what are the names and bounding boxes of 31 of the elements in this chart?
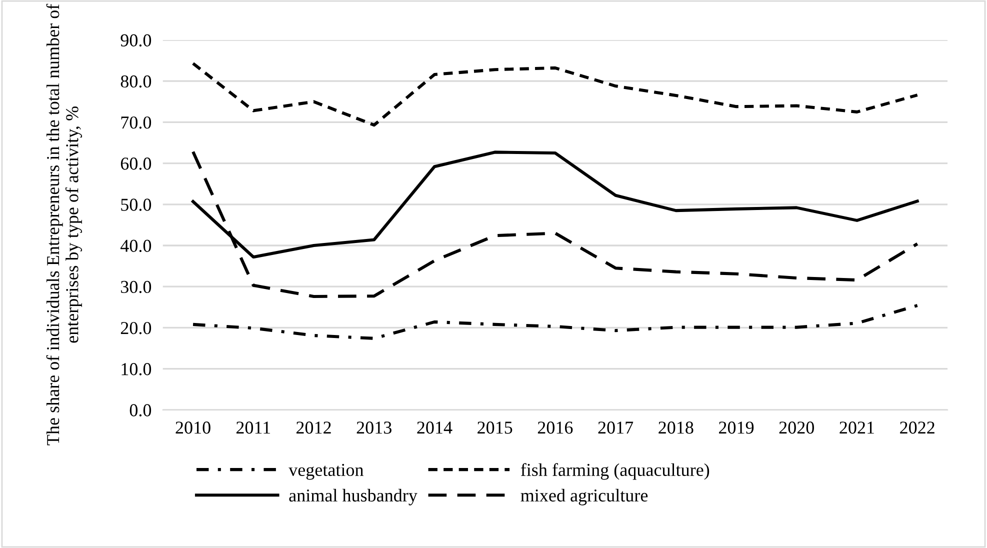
x-tick-label: 2019 xyxy=(719,422,754,434)
y-tick-label: 70.0 xyxy=(121,116,152,129)
x-tick-label: 2012 xyxy=(296,422,331,434)
x-tick-label: 2021 xyxy=(840,422,874,434)
x-tick-label: 2015 xyxy=(478,422,512,434)
y-tick-label: 30.0 xyxy=(121,280,152,294)
y-axis-title: The share of individuals Entrepreneurs in the total number of enterprises by type of activity, % xyxy=(46,4,82,446)
y-tick-label: 20.0 xyxy=(120,322,152,334)
line-series xyxy=(192,304,919,340)
x-tick-label: 2022 xyxy=(900,422,934,434)
y-tick-label: 50.0 xyxy=(121,198,152,211)
x-tick-label: 2014 xyxy=(417,422,452,434)
legend-label: vegetation xyxy=(288,464,364,480)
x-tick-label: 2011 xyxy=(236,422,270,434)
legend-label: mixed agriculture xyxy=(520,488,648,506)
line-series xyxy=(192,150,919,298)
line-series xyxy=(192,62,919,127)
y-tick-label: 60.0 xyxy=(120,158,152,170)
legend-label: animal husbandry xyxy=(289,488,418,506)
y-tick-label: 0.0 xyxy=(130,404,152,416)
x-tick-label: 2010 xyxy=(176,422,210,434)
x-tick-label: 2020 xyxy=(779,422,814,434)
y-tick-label: 40.0 xyxy=(120,240,152,252)
x-tick-label: 2013 xyxy=(356,422,392,434)
y-tick-label: 10.0 xyxy=(122,363,152,376)
y-tick-label: 80.0 xyxy=(120,75,152,88)
x-tick-label: 2016 xyxy=(538,422,573,434)
x-tick-label: 2018 xyxy=(658,422,694,434)
legend-label: fish farming (aquaculture) xyxy=(520,463,710,480)
y-tick-label: 90.0 xyxy=(120,34,152,47)
x-tick-label: 2017 xyxy=(598,422,634,434)
